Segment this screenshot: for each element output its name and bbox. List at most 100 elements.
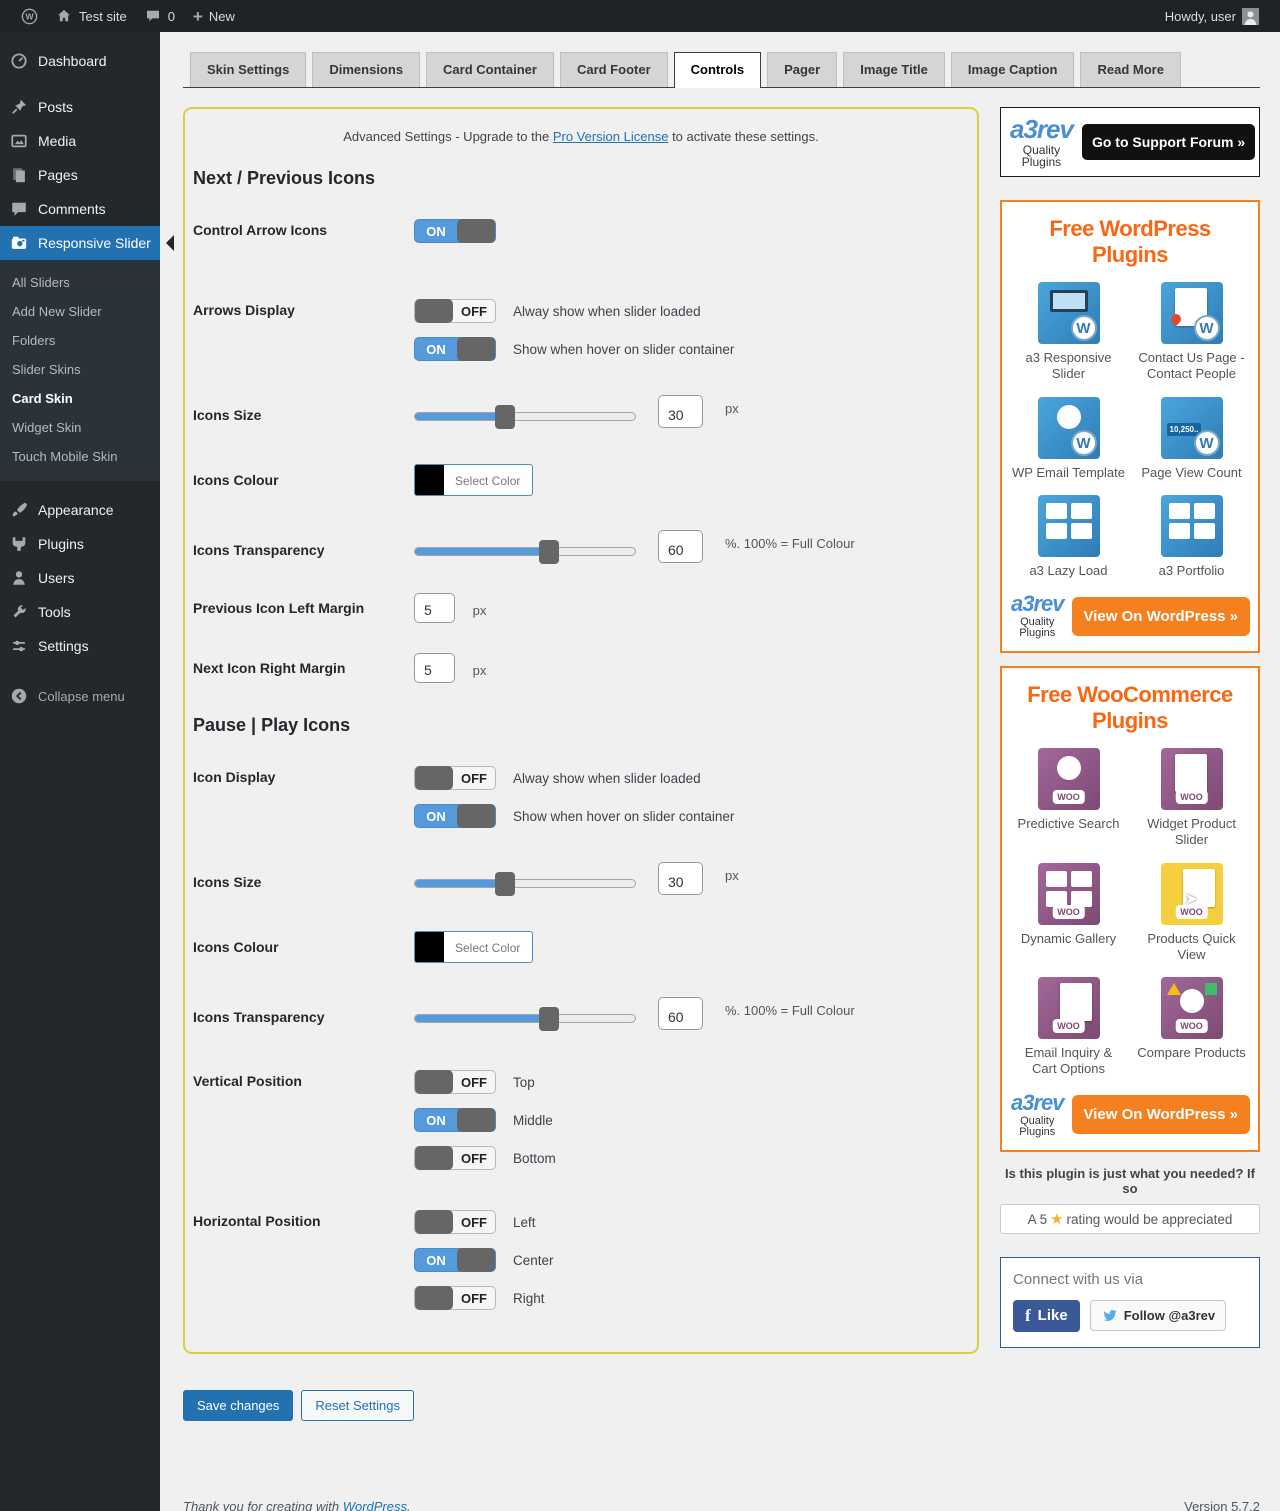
next-icon-right-margin-input[interactable] [414, 653, 455, 683]
page-footer: Thank you for creating with WordPress. V… [183, 1499, 1260, 1511]
tab-pager[interactable]: Pager [767, 52, 838, 87]
comments-shortcut[interactable]: 0 [136, 0, 184, 32]
five-star-rating-button[interactable]: A 5 ★ rating would be appreciated [1000, 1203, 1260, 1234]
sidebar-item-posts[interactable]: Posts [0, 90, 160, 124]
slider-handle[interactable] [495, 404, 516, 429]
icon-display-label: Icon Display [193, 769, 276, 785]
wordpress-link[interactable]: WordPress [342, 1499, 407, 1511]
icons-size-unit: px [725, 401, 739, 416]
plugin-products-quick-view[interactable]: ➤ WOO Products Quick View [1134, 862, 1249, 964]
icons-size-slider[interactable] [414, 404, 636, 429]
sidebar-item-pages[interactable]: Pages [0, 158, 160, 192]
plugin-a3-responsive-slider[interactable]: W a3 Responsive Slider [1011, 282, 1126, 383]
icons-transparency-label: Icons Transparency [193, 1009, 325, 1025]
slider-handle[interactable] [495, 871, 516, 896]
tab-image-caption[interactable]: Image Caption [950, 52, 1075, 87]
icons-size-slider[interactable] [414, 871, 636, 896]
select-color-button[interactable]: Select Color [455, 941, 521, 955]
plugin-widget-product-slider[interactable]: WOO Widget Product Slider [1134, 748, 1249, 849]
vertical-bottom-toggle[interactable]: OFF [414, 1146, 496, 1170]
slider-handle[interactable] [539, 539, 560, 564]
icons-colour-picker[interactable]: Select Color [414, 464, 534, 496]
horizontal-left-toggle[interactable]: OFF [414, 1210, 496, 1234]
submenu-add-new-slider[interactable]: Add New Slider [12, 304, 102, 319]
select-color-button[interactable]: Select Color [455, 474, 521, 488]
sidebar-item-users[interactable]: Users [0, 561, 160, 595]
sidebar-item-tools[interactable]: Tools [0, 595, 160, 629]
view-on-wordpress-button[interactable]: View On WordPress » [1071, 596, 1251, 636]
sidebar-item-appearance[interactable]: Appearance [0, 493, 160, 527]
previous-icon-left-margin-input[interactable] [414, 593, 455, 623]
site-name-link[interactable]: Test site [47, 0, 136, 32]
tab-card-footer[interactable]: Card Footer [559, 52, 668, 87]
icon-display-loaded-toggle[interactable]: OFF [414, 766, 496, 790]
sidebar-item-label: Users [38, 570, 75, 586]
sidebar-item-label: Plugins [38, 536, 84, 552]
comments-count: 0 [167, 8, 175, 24]
icons-colour-label: Icons Colour [193, 939, 279, 955]
submenu-folders[interactable]: Folders [12, 333, 56, 348]
icons-transparency-slider[interactable] [414, 539, 636, 564]
sidebar-item-comments[interactable]: Comments [0, 192, 160, 226]
save-changes-button[interactable]: Save changes [183, 1390, 294, 1421]
twitter-follow-button[interactable]: Follow @a3rev [1089, 1300, 1227, 1331]
tab-read-more[interactable]: Read More [1080, 52, 1181, 87]
go-to-support-forum-button[interactable]: Go to Support Forum » [1081, 124, 1256, 160]
sidebar-item-plugins[interactable]: Plugins [0, 527, 160, 561]
plugin-a3-portfolio[interactable]: a3 Portfolio [1134, 494, 1249, 579]
camera-icon [10, 234, 28, 252]
plugin-page-view-count[interactable]: 10,250.. W Page View Count [1134, 396, 1249, 481]
submenu-slider-skins[interactable]: Slider Skins [12, 362, 81, 377]
submenu-widget-skin[interactable]: Widget Skin [12, 420, 82, 435]
submenu-card-skin[interactable]: Card Skin [12, 391, 73, 406]
plugin-email-inquiry-cart-options[interactable]: WOO Email Inquiry & Cart Options [1011, 977, 1126, 1078]
new-content-menu[interactable]: + New [184, 0, 244, 32]
icons-size-input[interactable] [658, 862, 703, 895]
reset-settings-button[interactable]: Reset Settings [301, 1390, 414, 1421]
pro-version-license-link[interactable]: Pro Version License [552, 129, 669, 144]
sidebar-item-responsive-slider[interactable]: Responsive Slider [0, 226, 174, 260]
tab-dimensions[interactable]: Dimensions [312, 52, 421, 87]
vertical-middle-toggle[interactable]: ON [414, 1108, 496, 1132]
icon-display-hover-toggle[interactable]: ON [414, 804, 496, 828]
icons-transparency-input[interactable] [658, 997, 703, 1030]
tab-controls[interactable]: Controls [673, 52, 762, 88]
arrows-display-hover-toggle[interactable]: ON [414, 337, 496, 361]
a3rev-logo: a3rev Quality Plugins [1011, 1091, 1065, 1138]
plugin-dynamic-gallery[interactable]: WOO Dynamic Gallery [1011, 862, 1126, 964]
facebook-like-button[interactable]: f Like [1013, 1299, 1080, 1332]
howdy-account-menu[interactable]: Howdy, user [1156, 0, 1268, 32]
plugin-contact-us-page[interactable]: W Contact Us Page - Contact People [1134, 282, 1249, 383]
sidebar-item-label: Media [38, 133, 77, 149]
view-on-wordpress-button[interactable]: View On WordPress » [1071, 1095, 1251, 1134]
plugin-compare-products[interactable]: WOO Compare Products [1134, 977, 1249, 1078]
icons-size-input[interactable] [658, 395, 703, 428]
tab-skin-settings[interactable]: Skin Settings [190, 52, 307, 87]
slider-fill [415, 547, 550, 555]
horizontal-right-toggle[interactable]: OFF [414, 1286, 496, 1310]
icons-colour-row-pp: Icons Colour Select Color [193, 931, 969, 965]
slider-handle[interactable] [539, 1006, 560, 1031]
icons-colour-picker[interactable]: Select Color [414, 931, 534, 963]
horizontal-center-toggle[interactable]: ON [414, 1248, 496, 1272]
wordpress-logo-menu[interactable]: W [12, 0, 47, 32]
icons-transparency-slider[interactable] [414, 1006, 636, 1031]
sidebar-item-settings[interactable]: Settings [0, 629, 160, 663]
sidebar-item-media[interactable]: Media [0, 124, 160, 158]
tab-image-title[interactable]: Image Title [843, 52, 945, 87]
vertical-top-toggle[interactable]: OFF [414, 1070, 496, 1094]
previous-margin-unit: px [472, 602, 487, 618]
a3-responsive-slider-icon: W [1037, 282, 1100, 344]
sidebar-item-dashboard[interactable]: Dashboard [0, 44, 160, 78]
tab-card-container[interactable]: Card Container [426, 52, 554, 87]
submenu-all-sliders[interactable]: All Sliders [12, 275, 70, 290]
plugin-predictive-search[interactable]: WOO Predictive Search [1011, 748, 1126, 849]
plugin-wp-email-template[interactable]: W WP Email Template [1011, 396, 1126, 481]
plugin-a3-lazy-load[interactable]: a3 Lazy Load [1011, 494, 1126, 579]
control-arrow-icons-toggle[interactable]: ON [414, 219, 496, 243]
rating-suffix: rating would be appreciated [1066, 1211, 1233, 1227]
collapse-menu-button[interactable]: Collapse menu [0, 679, 160, 713]
icons-transparency-input[interactable] [658, 530, 703, 563]
submenu-touch-mobile-skin[interactable]: Touch Mobile Skin [12, 449, 118, 464]
arrows-display-loaded-toggle[interactable]: OFF [414, 299, 496, 323]
